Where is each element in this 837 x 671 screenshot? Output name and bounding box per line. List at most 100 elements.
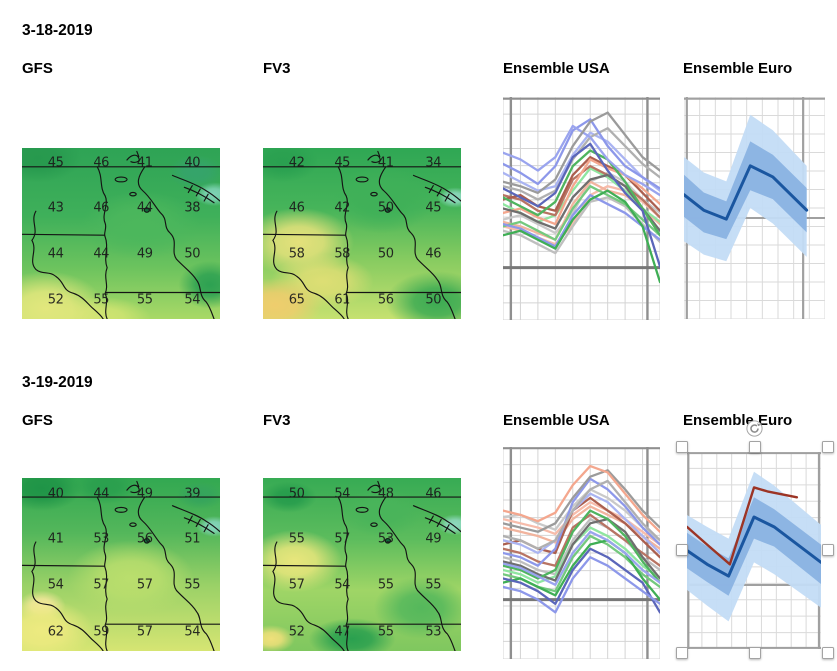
- map-temp-value: 56: [377, 292, 394, 308]
- map-temp-value: 40: [47, 486, 64, 502]
- map-temp-value: 55: [377, 624, 394, 640]
- model-label-fv3-1: FV3: [263, 60, 291, 77]
- map-temp-value: 59: [93, 624, 110, 640]
- map-temp-value: 46: [425, 246, 442, 262]
- map-temp-value: 50: [377, 200, 394, 216]
- map-temp-value: 57: [93, 577, 110, 593]
- map-temp-value: 34: [425, 155, 442, 171]
- map-temp-value: 51: [184, 531, 201, 547]
- map-temperature-values: 45 46 41 40 43 46 44 38 44 44 49 50 52 55 55 54: [22, 148, 220, 319]
- selection-handle-bottom-center[interactable]: [749, 647, 761, 659]
- map-temp-value: 57: [334, 531, 351, 547]
- map-temp-value: 57: [288, 577, 305, 593]
- model-label-gfs-1: GFS: [22, 60, 53, 77]
- selection-handle-bottom-right[interactable]: [822, 647, 834, 659]
- model-label-ensemble-usa-1: Ensemble USA: [503, 60, 610, 77]
- map-temp-value: 47: [334, 624, 351, 640]
- map-temp-value: 46: [288, 200, 305, 216]
- map-temp-value: 45: [425, 200, 442, 216]
- map-temp-value: 46: [425, 486, 442, 502]
- map-temp-value: 54: [334, 577, 351, 593]
- map-temp-value: 40: [184, 155, 201, 171]
- map-temp-value: 54: [184, 624, 201, 640]
- map-temp-value: 53: [377, 531, 394, 547]
- map-temp-value: 55: [184, 577, 201, 593]
- map-temp-value: 41: [377, 155, 394, 171]
- map-temp-value: 46: [93, 155, 110, 171]
- map-temp-value: 44: [136, 200, 153, 216]
- map-temp-value: 62: [47, 624, 64, 640]
- gfs-temperature-map-2[interactable]: 40 44 49 39 41 53 56 51 54 57 57 55 62 59 57 54: [22, 478, 220, 651]
- map-temp-value: 38: [184, 200, 201, 216]
- map-temp-value: 55: [425, 577, 442, 593]
- ensemble-euro-chart-1[interactable]: [684, 97, 825, 319]
- fv3-temperature-map-2[interactable]: 50 54 48 46 55 57 53 49 57 54 55 55 52 47 55 53: [263, 478, 461, 651]
- map-temp-value: 55: [93, 292, 110, 308]
- map-temp-value: 58: [334, 246, 351, 262]
- map-temperature-values: 42 45 41 34 46 42 50 45 58 58 50 46 65 61 56 50: [263, 148, 461, 319]
- map-temp-value: 46: [93, 200, 110, 216]
- map-temp-value: 52: [47, 292, 64, 308]
- map-temp-value: 50: [377, 246, 394, 262]
- rotate-icon: [746, 420, 763, 437]
- map-temp-value: 44: [47, 246, 64, 262]
- map-temp-value: 45: [334, 155, 351, 171]
- map-temp-value: 49: [425, 531, 442, 547]
- selection-handle-top-center[interactable]: [749, 441, 761, 453]
- map-temp-value: 50: [288, 486, 305, 502]
- map-temp-value: 54: [334, 486, 351, 502]
- map-temp-value: 49: [136, 486, 153, 502]
- plume-plot: [684, 97, 825, 319]
- map-temperature-values: 50 54 48 46 55 57 53 49 57 54 55 55 52 47 55 53: [263, 478, 461, 651]
- map-temp-value: 53: [425, 624, 442, 640]
- map-temp-value: 50: [184, 246, 201, 262]
- map-temp-value: 48: [377, 486, 394, 502]
- map-temp-value: 65: [288, 292, 305, 308]
- model-label-ensemble-usa-2: Ensemble USA: [503, 412, 610, 429]
- fv3-temperature-map-1[interactable]: 42 45 41 34 46 42 50 45 58 58 50 46 65 61 56 50: [263, 148, 461, 319]
- map-temp-value: 55: [136, 292, 153, 308]
- selection-handle-mid-right[interactable]: [822, 544, 834, 556]
- ensemble-usa-chart-1[interactable]: [503, 97, 660, 320]
- map-temp-value: 57: [136, 624, 153, 640]
- gfs-temperature-map-1[interactable]: 45 46 41 40 43 46 44 38 44 44 49 50 52 55 55 54: [22, 148, 220, 319]
- map-temp-value: 55: [288, 531, 305, 547]
- map-temp-value: 50: [425, 292, 442, 308]
- map-temp-value: 58: [288, 246, 305, 262]
- date-heading-1: 3-18-2019: [22, 22, 93, 39]
- map-temp-value: 44: [93, 486, 110, 502]
- map-temp-value: 42: [334, 200, 351, 216]
- map-temp-value: 53: [93, 531, 110, 547]
- map-temp-value: 56: [136, 531, 153, 547]
- map-temp-value: 45: [47, 155, 64, 171]
- model-label-ensemble-euro-1: Ensemble Euro: [683, 60, 793, 77]
- spaghetti-plot: [503, 447, 660, 659]
- map-temp-value: 44: [93, 246, 110, 262]
- selection-handle-mid-left[interactable]: [676, 544, 688, 556]
- ensemble-usa-chart-2[interactable]: [503, 447, 660, 659]
- rotate-handle[interactable]: [746, 420, 763, 437]
- map-temp-value: 39: [184, 486, 201, 502]
- map-temp-value: 41: [47, 531, 64, 547]
- selection-handle-bottom-left[interactable]: [676, 647, 688, 659]
- spaghetti-plot: [503, 97, 660, 320]
- plume-plot: [687, 452, 821, 649]
- map-temp-value: 55: [377, 577, 394, 593]
- map-temp-value: 52: [288, 624, 305, 640]
- model-label-ensemble-euro-2: Ensemble Euro: [683, 412, 793, 429]
- map-shading: [22, 478, 220, 651]
- map-temperature-values: 40 44 49 39 41 53 56 51 54 57 57 55 62 59 57 54: [22, 478, 220, 651]
- selection-handle-top-left[interactable]: [676, 441, 688, 453]
- map-shading: [263, 478, 461, 651]
- map-temp-value: 61: [334, 292, 351, 308]
- map-temp-value: 54: [184, 292, 201, 308]
- map-temp-value: 42: [288, 155, 305, 171]
- map-temp-value: 54: [47, 577, 64, 593]
- ensemble-euro-chart-2-selected[interactable]: [687, 452, 821, 649]
- map-temp-value: 57: [136, 577, 153, 593]
- map-temp-value: 41: [136, 155, 153, 171]
- model-label-fv3-2: FV3: [263, 412, 291, 429]
- model-label-gfs-2: GFS: [22, 412, 53, 429]
- selection-handle-top-right[interactable]: [822, 441, 834, 453]
